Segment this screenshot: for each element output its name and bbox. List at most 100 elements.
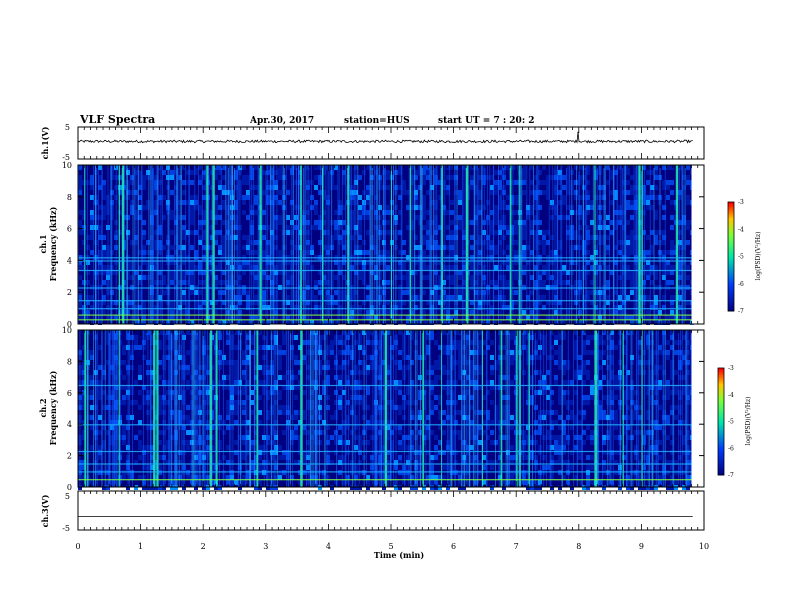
spectrogram-cell — [314, 185, 318, 190]
spectrogram-cell — [406, 400, 410, 405]
spectrogram-cell — [298, 295, 302, 300]
spectrogram-cell — [550, 420, 554, 425]
spectrogram-cell — [562, 430, 566, 435]
spectrogram-cell — [510, 165, 514, 170]
spectrogram-streak — [624, 165, 626, 324]
spectrogram-cell — [298, 380, 302, 385]
spectrogram-cell — [158, 180, 162, 185]
spectrogram-streak — [412, 165, 414, 324]
spectrogram-cell — [338, 240, 342, 245]
figure-title: VLF Spectra — [79, 113, 155, 126]
spectrogram-streak — [287, 330, 289, 487]
spectrogram-cell — [646, 170, 650, 175]
spectrogram-cell — [366, 385, 370, 390]
spectrogram-streak — [104, 330, 106, 487]
spectrogram-cell — [218, 365, 222, 370]
spectrogram-cell — [670, 475, 674, 480]
spectrogram-streak — [147, 330, 149, 487]
spectrogram-cell — [190, 405, 194, 410]
spectrogram-streak — [529, 165, 531, 324]
spectrogram-cell — [546, 180, 550, 185]
spectrogram-streak — [620, 165, 622, 324]
spectrogram-cell — [266, 185, 270, 190]
spectrogram-cell — [674, 340, 678, 345]
spectrogram-cell — [610, 370, 614, 375]
spectrogram-streak — [535, 330, 536, 487]
spectrogram-cell — [654, 195, 658, 200]
spectrogram-cell — [198, 235, 202, 240]
spectrogram-cell — [426, 170, 430, 175]
spectrogram-streak — [315, 330, 316, 487]
spectrogram-cell — [78, 190, 82, 195]
spectrogram-cell — [646, 275, 650, 280]
spectrogram-streak — [286, 330, 287, 487]
spectrogram-streak — [265, 165, 267, 324]
spectrogram-cell — [514, 275, 518, 280]
spectrogram-cell — [98, 185, 102, 190]
spectrogram-event — [519, 165, 521, 324]
spectrogram-cell — [386, 205, 390, 210]
spectrogram-streak — [152, 165, 153, 324]
spectrogram-cell — [590, 200, 594, 205]
spectrogram-cell — [194, 370, 198, 375]
spectrogram-cell — [554, 460, 558, 465]
spectrogram-cell — [618, 305, 622, 310]
spectrogram-cell — [186, 430, 190, 435]
spectrogram-cell — [582, 415, 586, 420]
spectrogram-cell — [426, 335, 430, 340]
spectrogram-cell — [198, 175, 202, 180]
spectrogram-cell — [138, 205, 142, 210]
spectrogram-cell — [598, 400, 602, 405]
spectrogram-cell — [246, 355, 250, 360]
spectrogram-cell — [246, 395, 250, 400]
spectrogram-cell — [598, 380, 602, 385]
spectrogram-cell — [218, 170, 222, 175]
spectrogram-cell — [358, 270, 362, 275]
spectrogram-cell — [430, 480, 434, 485]
spectrogram-cell — [534, 200, 538, 205]
ch1-waveform-line — [77, 131, 693, 144]
spectrogram-streak — [96, 165, 97, 324]
spectrogram-cell — [234, 215, 238, 220]
spectrogram-cell — [282, 330, 286, 335]
spectrogram-cell — [498, 275, 502, 280]
spectrogram-streak — [348, 330, 349, 487]
spectrogram-cell — [502, 465, 506, 470]
spectrogram-cell — [158, 240, 162, 245]
spectrogram-cell — [558, 440, 562, 445]
spectrogram-cell — [530, 355, 534, 360]
spectrogram-cell — [110, 435, 114, 440]
spectrogram-cell — [410, 295, 414, 300]
spectrogram-cell — [186, 170, 190, 175]
spectrogram-cell — [294, 460, 298, 465]
spectrogram-event — [153, 330, 156, 487]
spectrogram-cell — [490, 190, 494, 195]
spectrogram-cell — [570, 400, 574, 405]
spectrogram-cell — [342, 440, 346, 445]
spectrogram-streak — [240, 330, 242, 487]
spectrogram-cell — [226, 415, 230, 420]
spectrogram-cell — [234, 265, 238, 270]
spectrogram-cell — [310, 195, 314, 200]
spectrogram-streak — [351, 165, 352, 324]
spectrogram-cell — [266, 195, 270, 200]
spectrogram-cell — [242, 260, 246, 265]
spectrogram-cell — [546, 410, 550, 415]
spectrogram-cell — [246, 175, 250, 180]
spectrogram-streak — [153, 165, 154, 324]
spectrogram-cell — [410, 335, 414, 340]
spectrogram-streak — [257, 165, 259, 324]
spectrogram-cell — [222, 165, 226, 170]
spectrogram-streak — [454, 330, 456, 487]
spectrogram-streak — [183, 330, 185, 487]
spectrogram-cell — [334, 480, 338, 485]
spectrogram-cell — [686, 225, 690, 230]
spectrogram-cell — [634, 430, 638, 435]
spectrogram-cell — [398, 210, 402, 215]
spectrogram-cell — [406, 315, 410, 320]
spectrogram-cell — [246, 180, 250, 185]
spectrogram-cell — [290, 430, 294, 435]
spectrogram-cell — [578, 375, 582, 380]
spectrogram-streak — [199, 330, 200, 487]
spectrogram-cell — [442, 430, 446, 435]
